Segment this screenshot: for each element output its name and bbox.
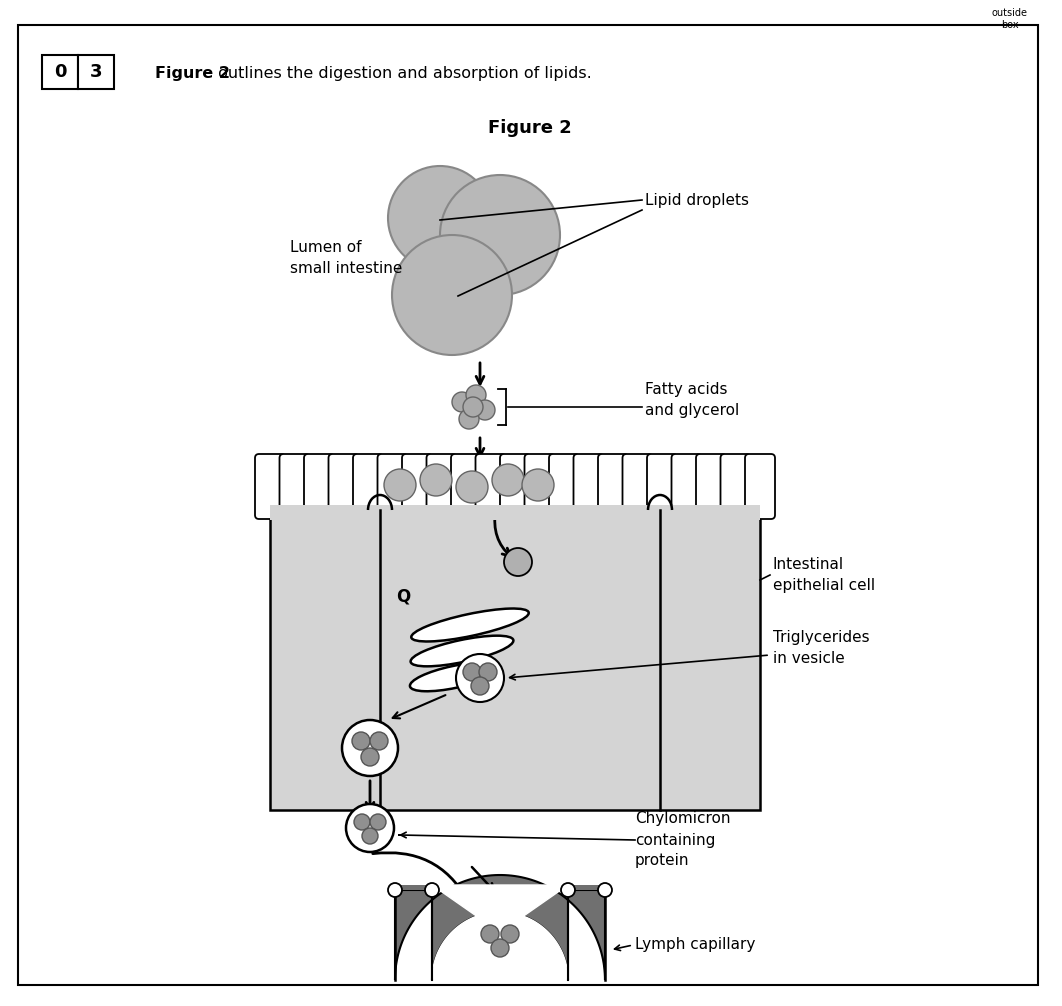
Circle shape — [472, 677, 489, 695]
Circle shape — [361, 748, 379, 766]
FancyBboxPatch shape — [549, 454, 579, 519]
Text: Figure 2: Figure 2 — [155, 65, 230, 80]
Circle shape — [362, 828, 378, 844]
Polygon shape — [395, 875, 605, 980]
Text: Fatty acids
and glycerol: Fatty acids and glycerol — [645, 382, 739, 418]
FancyBboxPatch shape — [598, 454, 628, 519]
FancyBboxPatch shape — [671, 454, 702, 519]
FancyBboxPatch shape — [402, 454, 432, 519]
Circle shape — [352, 732, 370, 750]
Text: 3: 3 — [90, 63, 102, 81]
Bar — [270, 505, 760, 520]
FancyBboxPatch shape — [573, 454, 603, 519]
Circle shape — [598, 883, 612, 897]
Bar — [568, 885, 605, 890]
Text: Q: Q — [396, 586, 410, 605]
Circle shape — [561, 883, 575, 897]
Ellipse shape — [411, 609, 529, 642]
Circle shape — [370, 814, 386, 830]
Circle shape — [456, 654, 504, 702]
Circle shape — [346, 804, 394, 852]
Ellipse shape — [410, 663, 498, 691]
Circle shape — [504, 548, 532, 576]
Circle shape — [492, 464, 524, 496]
Text: Intestinal
epithelial cell: Intestinal epithelial cell — [773, 557, 875, 593]
Text: outlines the digestion and absorption of lipids.: outlines the digestion and absorption of… — [213, 65, 592, 80]
Circle shape — [384, 469, 416, 501]
Text: Micelles: Micelles — [645, 465, 706, 480]
FancyBboxPatch shape — [720, 454, 751, 519]
Circle shape — [452, 392, 472, 412]
FancyBboxPatch shape — [353, 454, 383, 519]
FancyBboxPatch shape — [500, 454, 530, 519]
Circle shape — [481, 925, 499, 943]
Circle shape — [463, 663, 481, 681]
Ellipse shape — [411, 636, 513, 666]
Circle shape — [419, 464, 452, 496]
Text: Lumen of
small intestine: Lumen of small intestine — [290, 240, 402, 276]
FancyBboxPatch shape — [377, 454, 408, 519]
Circle shape — [392, 235, 512, 355]
FancyBboxPatch shape — [427, 454, 457, 519]
FancyBboxPatch shape — [746, 454, 775, 519]
Circle shape — [501, 925, 519, 943]
FancyBboxPatch shape — [696, 454, 726, 519]
FancyBboxPatch shape — [476, 454, 506, 519]
FancyBboxPatch shape — [304, 454, 335, 519]
Bar — [270, 510, 760, 810]
Circle shape — [523, 469, 554, 501]
Text: Figure 2: Figure 2 — [489, 119, 571, 137]
Circle shape — [463, 397, 483, 417]
Bar — [42, 55, 78, 89]
Text: Lymph capillary: Lymph capillary — [635, 938, 755, 953]
Circle shape — [425, 883, 439, 897]
FancyBboxPatch shape — [622, 454, 652, 519]
Circle shape — [388, 166, 492, 270]
Polygon shape — [432, 885, 568, 980]
Circle shape — [466, 385, 486, 405]
Text: 0: 0 — [54, 63, 66, 81]
Circle shape — [354, 814, 370, 830]
Text: Chylomicron
containing
protein: Chylomicron containing protein — [635, 812, 731, 868]
FancyBboxPatch shape — [451, 454, 481, 519]
Bar — [78, 55, 114, 89]
Bar — [395, 885, 432, 890]
Text: outside
box: outside box — [992, 8, 1028, 30]
Circle shape — [479, 663, 497, 681]
Circle shape — [388, 883, 402, 897]
Circle shape — [491, 939, 509, 957]
FancyBboxPatch shape — [328, 454, 359, 519]
Text: Triglycerides
in vesicle: Triglycerides in vesicle — [773, 630, 870, 666]
Circle shape — [370, 732, 388, 750]
Text: Lipid droplets: Lipid droplets — [645, 192, 749, 207]
Circle shape — [459, 409, 479, 429]
FancyBboxPatch shape — [255, 454, 285, 519]
Circle shape — [342, 720, 398, 776]
FancyBboxPatch shape — [525, 454, 554, 519]
FancyBboxPatch shape — [279, 454, 309, 519]
Circle shape — [475, 400, 495, 420]
Circle shape — [456, 471, 489, 503]
Circle shape — [440, 175, 560, 295]
FancyBboxPatch shape — [647, 454, 676, 519]
